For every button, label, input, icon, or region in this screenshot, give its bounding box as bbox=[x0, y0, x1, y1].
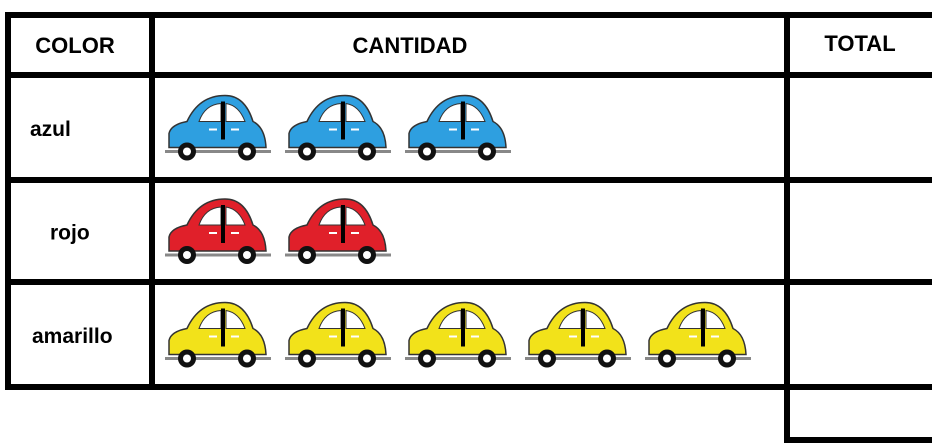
car-hub bbox=[243, 147, 251, 156]
car-icon bbox=[165, 94, 271, 161]
car-window bbox=[225, 206, 246, 226]
header-cell: COLOR bbox=[35, 33, 115, 58]
car-window bbox=[465, 102, 486, 122]
car-icon bbox=[285, 301, 391, 368]
car-hub bbox=[363, 147, 371, 156]
car-icon bbox=[285, 198, 391, 264]
car-hub bbox=[603, 354, 611, 363]
car-hub bbox=[543, 354, 551, 363]
car-window bbox=[225, 309, 246, 329]
car-icon bbox=[165, 301, 271, 368]
car-hub bbox=[483, 147, 491, 156]
car-hub bbox=[663, 354, 671, 363]
car-icon bbox=[285, 94, 391, 161]
car-window bbox=[705, 309, 726, 329]
row-label: amarillo bbox=[32, 325, 113, 348]
car-icon bbox=[525, 301, 631, 368]
car-window bbox=[465, 309, 486, 329]
car-hub bbox=[243, 354, 251, 363]
car-window bbox=[345, 309, 366, 329]
car-window bbox=[345, 102, 366, 122]
car-hub bbox=[423, 354, 431, 363]
table-grid bbox=[5, 12, 932, 443]
car-hub bbox=[183, 354, 191, 363]
car-window bbox=[225, 102, 246, 122]
car-window bbox=[585, 309, 606, 329]
car-icon bbox=[405, 301, 511, 368]
car-hub bbox=[243, 251, 251, 259]
car-hub bbox=[303, 147, 311, 156]
car-hub bbox=[183, 147, 191, 156]
car-window bbox=[345, 206, 366, 226]
car-hub bbox=[723, 354, 731, 363]
car-icon bbox=[405, 94, 511, 161]
car-hub bbox=[363, 354, 371, 363]
car-hub bbox=[483, 354, 491, 363]
car-icon bbox=[645, 301, 751, 368]
car-hub bbox=[183, 251, 191, 259]
header-cell: CANTIDAD bbox=[353, 33, 468, 58]
car-hub bbox=[303, 354, 311, 363]
car-hub bbox=[303, 251, 311, 259]
car-icon bbox=[165, 198, 271, 264]
row-label: azul bbox=[30, 118, 71, 141]
header-cell: TOTAL bbox=[824, 31, 895, 56]
car-hub bbox=[363, 251, 371, 259]
row-label: rojo bbox=[50, 222, 90, 245]
car-hub bbox=[423, 147, 431, 156]
